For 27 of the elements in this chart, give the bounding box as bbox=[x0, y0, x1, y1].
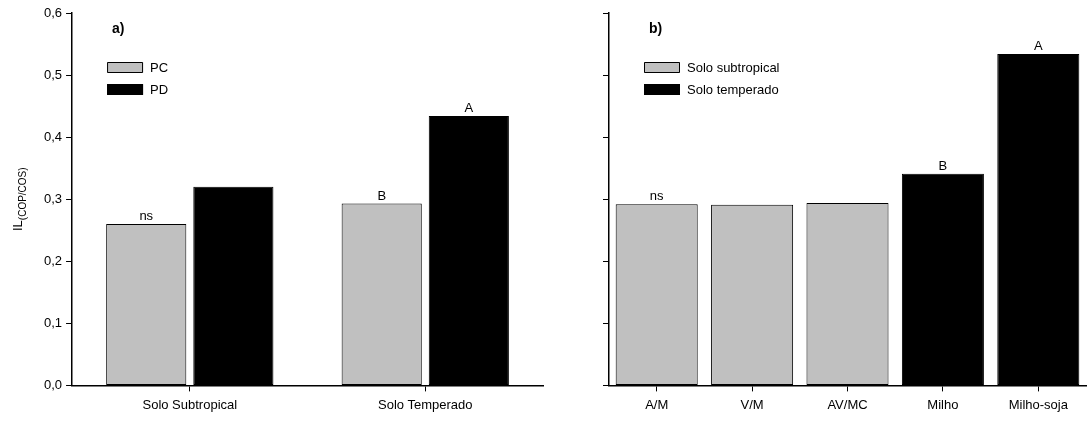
y-tick-label: 0,3 bbox=[43, 190, 63, 206]
annotation: A bbox=[464, 100, 474, 116]
x-tick-label: V/M bbox=[740, 396, 764, 412]
y-tick-label: 0,1 bbox=[43, 314, 63, 330]
y-tick-label: 0,2 bbox=[43, 252, 63, 268]
y-tick-label: 0,0 bbox=[43, 376, 63, 392]
annotation: A bbox=[1033, 37, 1043, 53]
y-tick-label: 0,5 bbox=[43, 66, 63, 82]
annotation: ns bbox=[649, 188, 665, 204]
x-tick-label: Milho-soja bbox=[1008, 396, 1069, 412]
x-tick-label: Milho bbox=[927, 396, 959, 412]
y-tick-label: 0,6 bbox=[43, 4, 63, 20]
legend-label: PC bbox=[150, 59, 169, 75]
x-tick-label: AV/MC bbox=[827, 396, 868, 412]
annotation: a) bbox=[112, 20, 125, 36]
annotation: B bbox=[377, 187, 387, 203]
y-axis-title: IL(COP/COS) bbox=[10, 167, 28, 232]
annotation: b) bbox=[649, 20, 663, 36]
annotation: ns bbox=[139, 208, 154, 224]
x-tick-label: A/M bbox=[645, 396, 669, 412]
y-tick-label: 0,4 bbox=[43, 128, 63, 144]
legend-label: Solo temperado bbox=[687, 81, 779, 97]
legend-label: Solo subtropical bbox=[687, 59, 780, 75]
annotation: B bbox=[938, 157, 948, 173]
legend-label: PD bbox=[150, 81, 169, 97]
x-tick-label: Solo Temperado bbox=[378, 396, 473, 412]
x-tick-label: Solo Subtropical bbox=[142, 396, 238, 412]
